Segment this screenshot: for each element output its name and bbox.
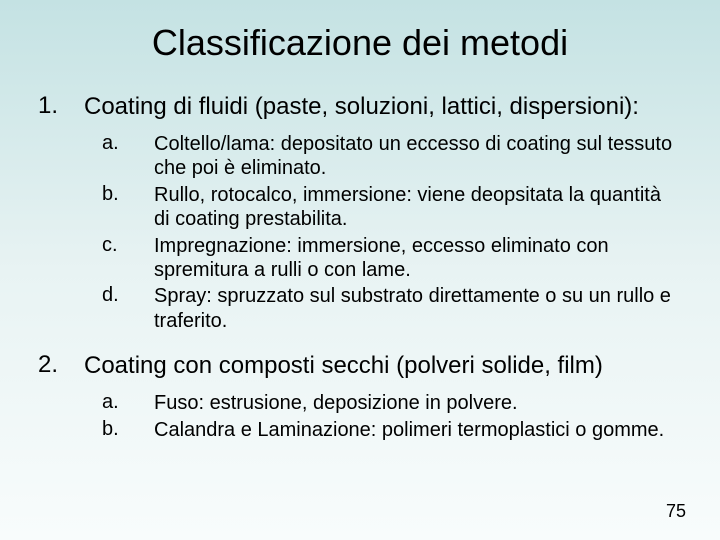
sub-list-1: a. Coltello/lama: depositato un eccesso … [102,132,682,333]
sub-item: a. Fuso: estrusione, deposizione in polv… [102,391,682,415]
sub-item: b. Calandra e Laminazione: polimeri term… [102,418,682,442]
sub-text: Calandra e Laminazione: polimeri termopl… [154,418,672,442]
numbered-item-2: 2. Coating con composti secchi (polveri … [38,351,682,381]
numbered-text: Coating con composti secchi (polveri sol… [84,351,603,381]
numbered-item-1: 1. Coating di fluidi (paste, soluzioni, … [38,92,682,122]
sub-text: Spray: spruzzato sul substrato direttame… [154,284,682,333]
sub-text: Coltello/lama: depositato un eccesso di … [154,132,682,181]
sub-text: Impregnazione: immersione, eccesso elimi… [154,234,682,283]
numbered-marker: 2. [38,351,84,381]
sub-text: Rullo, rotocalco, immersione: viene deop… [154,183,682,232]
sub-item: a. Coltello/lama: depositato un eccesso … [102,132,682,181]
sub-marker: a. [102,391,154,415]
sub-marker: b. [102,183,154,232]
slide-title: Classificazione dei metodi [0,0,720,92]
sub-text: Fuso: estrusione, deposizione in polvere… [154,391,526,415]
sub-list-2: a. Fuso: estrusione, deposizione in polv… [102,391,682,442]
sub-marker: d. [102,284,154,333]
content-area: 1. Coating di fluidi (paste, soluzioni, … [0,92,720,442]
sub-item: b. Rullo, rotocalco, immersione: viene d… [102,183,682,232]
numbered-text: Coating di fluidi (paste, soluzioni, lat… [84,92,639,122]
numbered-marker: 1. [38,92,84,122]
sub-item: d. Spray: spruzzato sul substrato dirett… [102,284,682,333]
sub-item: c. Impregnazione: immersione, eccesso el… [102,234,682,283]
page-number: 75 [666,501,686,522]
sub-marker: b. [102,418,154,442]
sub-marker: c. [102,234,154,283]
sub-marker: a. [102,132,154,181]
